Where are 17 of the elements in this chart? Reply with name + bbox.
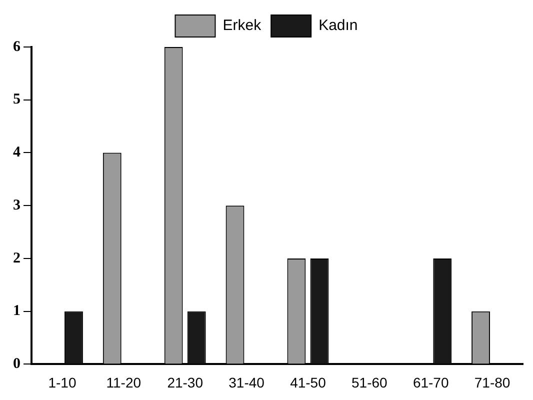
x-tick-label: 71-80	[474, 374, 510, 390]
x-tick-label: 61-70	[412, 374, 449, 390]
y-tick-label: 2	[13, 250, 20, 266]
y-tick-label: 3	[13, 197, 20, 214]
x-tick-label: 21-30	[167, 374, 204, 390]
x-tick-label: 31-40	[228, 374, 265, 390]
y-tick-label: 4	[13, 144, 21, 161]
legend-label: Kadın	[318, 17, 358, 34]
legend-label: Erkek	[222, 17, 262, 34]
x-tick-label: 51-60	[352, 374, 388, 390]
y-tick-label: 5	[13, 92, 20, 108]
y-tick-label: 6	[13, 38, 21, 55]
y-tick-label: 0	[13, 356, 20, 372]
x-tick-label: 11-20	[106, 374, 142, 390]
x-tick-label: 41-50	[290, 374, 326, 390]
y-tick-label: 1	[13, 303, 20, 320]
x-tick-label: 1-10	[48, 374, 76, 390]
